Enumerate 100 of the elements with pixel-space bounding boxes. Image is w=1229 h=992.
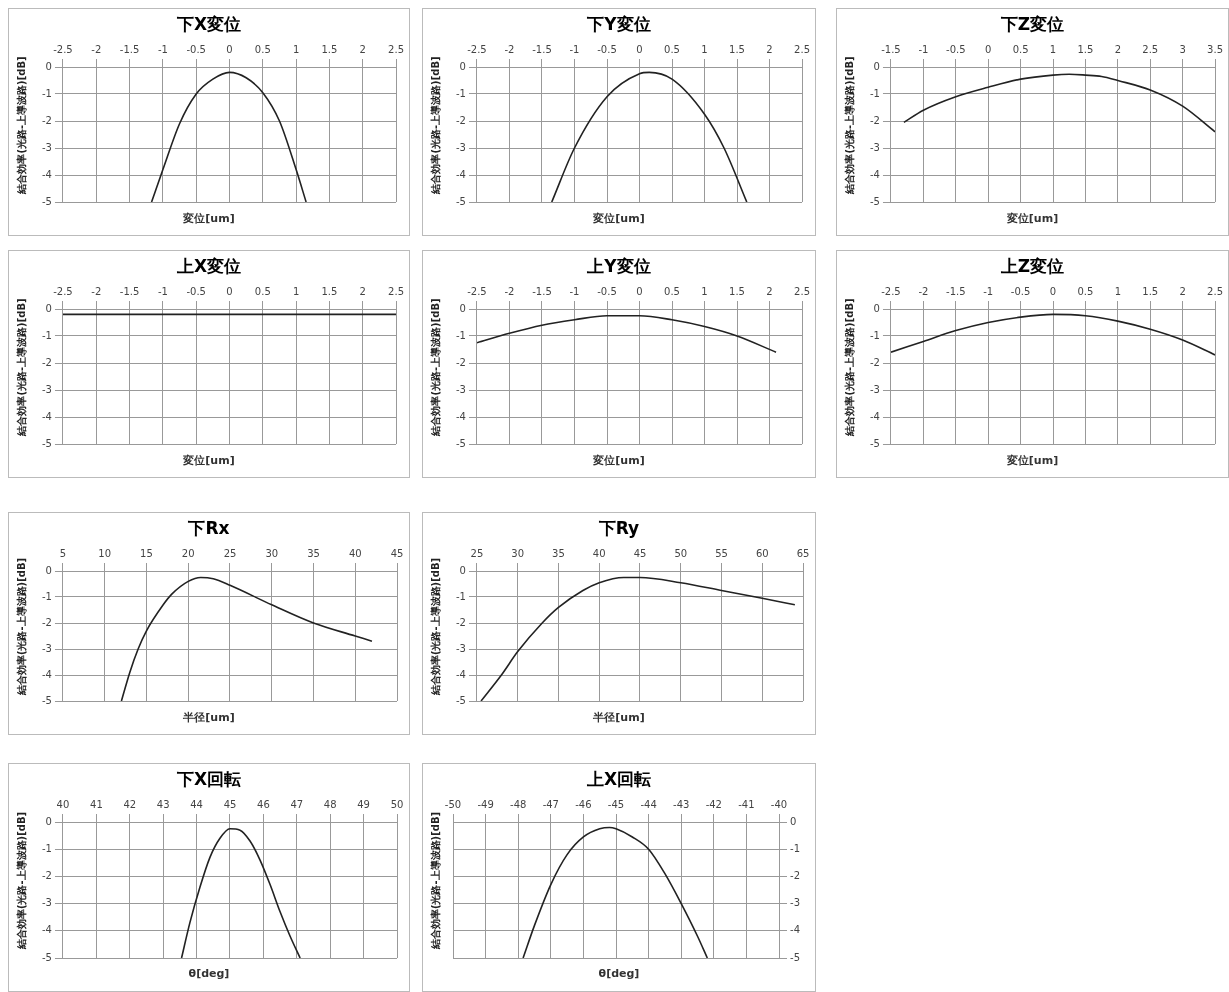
x-tick-label: 1 bbox=[1049, 43, 1057, 55]
y-tick-label: -1 bbox=[41, 329, 52, 341]
y-tick-label: -2 bbox=[455, 114, 466, 126]
x-tick-label: -1.5 bbox=[532, 43, 552, 55]
x-tick-label: -1.5 bbox=[881, 43, 901, 55]
x-tick-label: 35 bbox=[552, 547, 565, 559]
x-tick-label: 2 bbox=[359, 285, 366, 297]
x-tick-label: 1.5 bbox=[321, 285, 338, 297]
x-tick-label: 2.5 bbox=[794, 43, 810, 55]
x-tick-label: 0.5 bbox=[664, 285, 680, 297]
y-tick-label: -2 bbox=[455, 616, 466, 628]
x-tick-label: -1 bbox=[157, 285, 168, 297]
y-tick-label: 0 bbox=[45, 564, 52, 576]
x-tick-label: 47 bbox=[290, 798, 304, 810]
y2-tick-label: 0 bbox=[790, 815, 797, 827]
x-tick-label: -2 bbox=[504, 43, 515, 55]
x-tick-label: 45 bbox=[223, 798, 237, 810]
x-tick-label: -1.5 bbox=[946, 285, 966, 297]
line-series bbox=[550, 71, 748, 202]
y-tick-label: -3 bbox=[869, 383, 880, 395]
y-tick-label: -3 bbox=[41, 383, 52, 395]
x-tick-label: -2 bbox=[504, 285, 515, 297]
x-tick-label: 42 bbox=[123, 798, 137, 810]
y-tick-label: -3 bbox=[455, 642, 466, 654]
x-tick-label: 41 bbox=[90, 798, 103, 810]
x-tick-label: 30 bbox=[511, 547, 525, 559]
y-tick-label: -2 bbox=[869, 356, 880, 368]
x-tick-label: 2 bbox=[766, 43, 773, 55]
x-axis-title: θ[deg] bbox=[597, 967, 641, 980]
y-tick-label: -5 bbox=[41, 437, 52, 449]
chart-title: 下Rx bbox=[187, 517, 231, 540]
x-tick-label: 0 bbox=[636, 285, 643, 297]
x-tick-label: -41 bbox=[738, 798, 755, 810]
x-tick-label: -47 bbox=[542, 798, 559, 810]
y-tick-label: -5 bbox=[455, 694, 466, 706]
y-axis-title: 結合効率(光路-上導波路)[dB] bbox=[15, 56, 27, 195]
y-tick-label: 0 bbox=[873, 60, 880, 72]
y-tick-label: -3 bbox=[869, 141, 880, 153]
x-tick-label: 2 bbox=[1114, 43, 1122, 55]
y2-tick-label: -3 bbox=[790, 897, 801, 909]
y-axis-title: 結合効率(光路-上導波路)[dB] bbox=[15, 811, 27, 951]
x-tick-label: 50 bbox=[674, 547, 688, 559]
y-tick-label: -1 bbox=[41, 87, 52, 99]
y-tick-label: -5 bbox=[869, 437, 880, 449]
x-tick-label: 2 bbox=[766, 285, 773, 297]
x-tick-label: 0 bbox=[226, 285, 233, 297]
x-tick-label: 43 bbox=[156, 798, 170, 810]
y-axis-title: 結合効率(光路-上導波路)[dB] bbox=[429, 557, 441, 697]
x-tick-label: -2 bbox=[918, 285, 929, 297]
x-tick-label: 3.5 bbox=[1207, 43, 1223, 55]
y-tick-label: -2 bbox=[455, 356, 466, 368]
y-tick-label: 0 bbox=[459, 302, 466, 314]
y-tick-label: -3 bbox=[41, 141, 52, 153]
y-tick-label: -5 bbox=[455, 437, 466, 449]
x-tick-label: -2.5 bbox=[53, 43, 73, 55]
x-tick-label: 20 bbox=[181, 547, 195, 559]
x-tick-label: 50 bbox=[390, 798, 404, 810]
x-tick-label: 1 bbox=[292, 285, 300, 297]
x-tick-label: 0.5 bbox=[664, 43, 680, 55]
y-tick-label: -4 bbox=[41, 668, 52, 680]
y-tick-label: -3 bbox=[455, 141, 466, 153]
line-series bbox=[480, 576, 796, 701]
chart-title: 下X変位 bbox=[175, 13, 243, 36]
x-tick-label: -2.5 bbox=[467, 43, 487, 55]
x-tick-label: 2.5 bbox=[1142, 43, 1159, 55]
chart-title: 下Z変位 bbox=[999, 13, 1066, 36]
x-tick-label: 45 bbox=[633, 547, 647, 559]
x-tick-label: -43 bbox=[673, 798, 690, 810]
x-tick-label: 44 bbox=[190, 798, 203, 810]
y-tick-label: -1 bbox=[41, 590, 52, 602]
y-tick-label: -5 bbox=[455, 195, 466, 207]
x-tick-label: -0.5 bbox=[1010, 285, 1031, 297]
x-tick-label: -1 bbox=[569, 285, 580, 297]
x-tick-label: 25 bbox=[470, 547, 484, 559]
line-series bbox=[522, 826, 709, 958]
x-tick-label: -42 bbox=[705, 798, 722, 810]
x-tick-label: 1 bbox=[701, 43, 708, 55]
y-tick-label: 0 bbox=[45, 60, 52, 72]
x-tick-label: -2.5 bbox=[881, 285, 901, 297]
line-series bbox=[476, 314, 777, 353]
line-series bbox=[150, 71, 307, 202]
x-tick-label: 1.5 bbox=[1142, 285, 1159, 297]
x-tick-label: -50 bbox=[444, 798, 462, 810]
y2-tick-label: -1 bbox=[790, 842, 801, 854]
x-tick-label: 1 bbox=[1114, 285, 1122, 297]
x-tick-label: 3 bbox=[1179, 43, 1186, 55]
y-tick-label: -4 bbox=[41, 410, 52, 422]
x-tick-label: -1 bbox=[569, 43, 580, 55]
x-tick-label: -1.5 bbox=[119, 43, 140, 55]
x-tick-label: -1 bbox=[983, 285, 994, 297]
x-tick-label: 0.5 bbox=[1012, 43, 1029, 55]
x-tick-label: 25 bbox=[223, 547, 237, 559]
x-tick-label: -1.5 bbox=[119, 285, 140, 297]
x-tick-label: 1.5 bbox=[729, 285, 745, 297]
y-tick-label: -2 bbox=[41, 356, 52, 368]
x-tick-label: 2.5 bbox=[388, 43, 404, 55]
x-tick-label: -2.5 bbox=[53, 285, 73, 297]
x-tick-label: 2 bbox=[1179, 285, 1186, 297]
y-tick-label: -2 bbox=[869, 114, 880, 126]
y-axis-title: 結合効率(光路-上導波路)[dB] bbox=[843, 56, 855, 195]
